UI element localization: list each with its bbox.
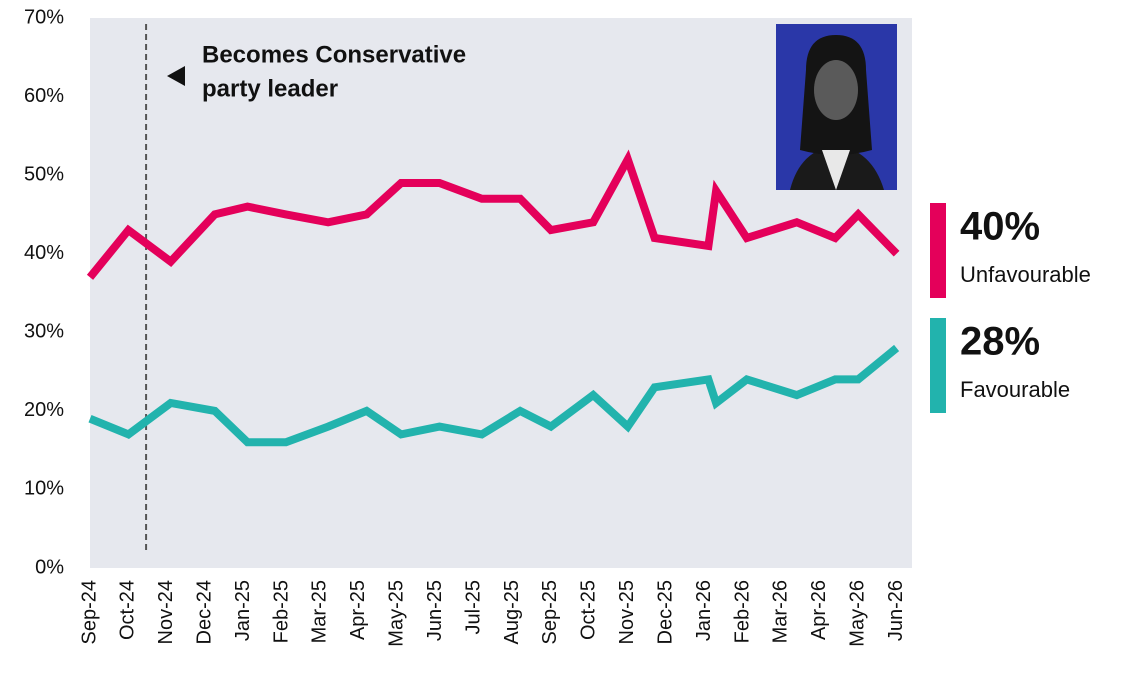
x-tick-label: May-26 bbox=[847, 580, 869, 647]
y-tick-label: 70% bbox=[24, 6, 64, 28]
line-series bbox=[86, 149, 900, 280]
y-tick-label: 60% bbox=[24, 85, 64, 107]
x-tick-label: Apr-26 bbox=[808, 580, 830, 640]
x-tick-label: Feb-26 bbox=[731, 580, 753, 643]
x-tick-label: Jul-25 bbox=[462, 580, 484, 634]
x-tick-label: Mar-25 bbox=[309, 580, 331, 643]
y-tick-label: 30% bbox=[24, 321, 64, 343]
x-tick-label: Sep-24 bbox=[78, 580, 100, 645]
x-tick-label: Feb-25 bbox=[270, 580, 292, 643]
end-label: 40% bbox=[960, 205, 1040, 249]
portrait-face bbox=[814, 60, 858, 120]
portrait bbox=[776, 24, 897, 190]
x-tick-label: Nov-24 bbox=[155, 580, 177, 644]
x-tick-label: Oct-25 bbox=[578, 580, 600, 640]
annotation-text: Becomes Conservative bbox=[202, 41, 466, 68]
x-tick-label: May-25 bbox=[386, 580, 408, 647]
y-tick-label: 10% bbox=[24, 478, 64, 500]
legend-label: Unfavourable bbox=[960, 262, 1091, 287]
x-tick-label: Sep-25 bbox=[539, 580, 561, 645]
annotation-arrow bbox=[167, 66, 185, 86]
line-series bbox=[88, 344, 900, 447]
legend-swatch bbox=[930, 318, 946, 413]
x-tick-label: Apr-25 bbox=[347, 580, 369, 640]
x-tick-label: Jun-26 bbox=[885, 580, 907, 641]
x-tick-label: Jun-25 bbox=[424, 580, 446, 641]
x-tick-label: Jan-26 bbox=[693, 580, 715, 641]
legend-swatch bbox=[930, 203, 946, 298]
legend-label: Favourable bbox=[960, 377, 1070, 402]
x-tick-label: Mar-26 bbox=[770, 580, 792, 643]
x-tick-label: Aug-25 bbox=[501, 580, 523, 645]
annotation-text: party leader bbox=[202, 75, 338, 102]
end-label: 28% bbox=[960, 320, 1040, 364]
y-tick-label: 40% bbox=[24, 242, 64, 264]
plot-area bbox=[90, 18, 912, 568]
portrait-collar bbox=[822, 150, 850, 190]
y-tick-label: 0% bbox=[35, 556, 64, 578]
x-tick-label: Dec-24 bbox=[194, 580, 216, 644]
x-tick-label: Nov-25 bbox=[616, 580, 638, 644]
x-tick-label: Oct-24 bbox=[117, 580, 139, 640]
x-tick-label: Jan-25 bbox=[232, 580, 254, 641]
x-tick-label: Dec-25 bbox=[654, 580, 676, 644]
y-tick-label: 20% bbox=[24, 399, 64, 421]
y-tick-label: 50% bbox=[24, 163, 64, 185]
